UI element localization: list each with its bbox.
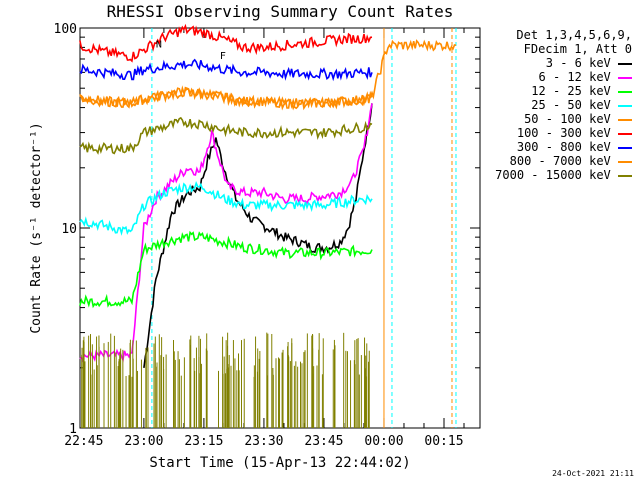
x-tick-label: 23:15 [184, 434, 223, 449]
legend-entry: 12 - 25 keV [531, 84, 632, 98]
legend-label: 50 - 100 keV [524, 112, 618, 126]
x-tick-label: 23:45 [304, 434, 343, 449]
y-axis-label: Count Rate (s⁻¹ detector⁻¹) [29, 122, 44, 333]
legend-label: 800 - 7000 keV [509, 154, 618, 168]
x-axis-label: Start Time (15-Apr-13 22:44:02) [149, 455, 410, 471]
series-line [79, 103, 373, 363]
series-line [79, 85, 373, 111]
legend-label: 12 - 25 keV [531, 84, 618, 98]
chart-title: RHESSI Observing Summary Count Rates [107, 2, 454, 21]
y-tick-label: 100 [54, 22, 77, 37]
legend-label: 25 - 50 keV [531, 98, 618, 112]
legend-label: 7000 - 15000 keV [495, 168, 618, 182]
x-tick-label: 22:45 [64, 434, 103, 449]
legend-entry: 3 - 6 keV [546, 56, 632, 70]
plot-area: 1 10 100 22:45 23:00 23:15 23:30 23:45 00:00 00:1… [54, 22, 481, 449]
legend-swatch [618, 104, 632, 107]
x-tick-label: 23:30 [244, 434, 283, 449]
legend-label: 3 - 6 keV [545, 56, 618, 70]
x-tick-label: 23:00 [124, 434, 163, 449]
legend-entry: 50 - 100 keV [524, 112, 632, 126]
legend-entry: 6 - 12 keV [539, 70, 632, 84]
legend-swatch [618, 160, 632, 163]
flag-label-n: N [156, 39, 162, 50]
legend-entry: 800 - 7000 keV [510, 154, 632, 168]
series-line [143, 103, 373, 369]
legend-entry: 100 - 300 keV [517, 126, 632, 140]
timestamp: 24-Oct-2021 21:11 [552, 469, 634, 478]
legend-entry: 300 - 800 keV [517, 140, 632, 154]
legend-swatch [618, 174, 632, 177]
legend-label: 100 - 300 keV [516, 126, 618, 140]
series-line [79, 58, 373, 82]
series-line [79, 181, 373, 236]
legend-label: 300 - 800 keV [516, 140, 618, 154]
y-tick-label: 1 [69, 422, 77, 437]
y-tick-label: 10 [61, 222, 77, 237]
legend-swatch [618, 62, 632, 65]
legend-swatch [618, 90, 632, 93]
legend-swatch [618, 118, 632, 121]
flag-label-f: F [220, 51, 226, 62]
legend-label: 6 - 12 keV [538, 70, 618, 84]
x-tick-label: 00:15 [424, 434, 463, 449]
legend-entry: 25 - 50 keV [531, 98, 632, 112]
series-line [79, 116, 373, 155]
series-line [79, 230, 373, 309]
legend-swatch [618, 132, 632, 135]
legend-swatch [618, 146, 632, 149]
x-tick-label: 00:00 [364, 434, 403, 449]
legend-swatch [618, 76, 632, 79]
legend-header: FDecim 1, Att 0 [523, 42, 632, 56]
series-line [79, 23, 373, 63]
legend-entry: 7000 - 15000 keV [495, 168, 632, 182]
legend-header: Det 1,3,4,5,6,9, [516, 28, 632, 42]
